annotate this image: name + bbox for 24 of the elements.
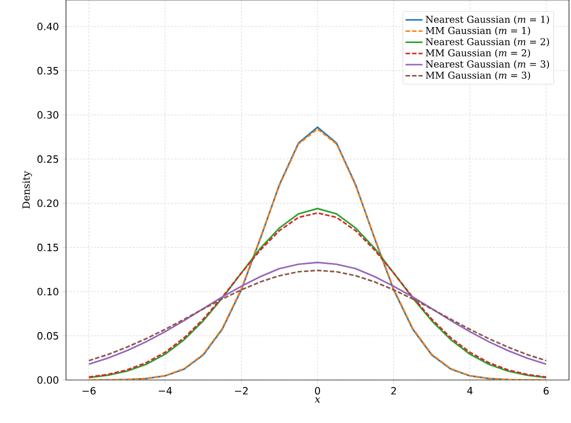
y-tick-label: 0.15 <box>37 244 58 252</box>
x-tick-label: −4 <box>158 387 172 394</box>
y-tick-label: 0.25 <box>37 155 58 163</box>
x-tick-label: 0 <box>314 387 320 395</box>
legend-label: Nearest Gaussian (m = 2) <box>426 38 549 47</box>
y-tick-label: 0.20 <box>37 199 58 208</box>
x-tick-label: 4 <box>467 387 473 394</box>
legend-label: Nearest Gaussian (m = 3) <box>426 60 549 69</box>
y-tick-label: 0.40 <box>37 22 58 30</box>
y-tick-label: 0.10 <box>37 288 58 296</box>
x-tick-label: 6 <box>544 387 549 395</box>
y-tick-label: 0.05 <box>37 332 58 340</box>
y-tick-label: 0.00 <box>37 376 58 384</box>
y-tick-label: 0.30 <box>37 111 58 119</box>
legend-label: MM Gaussian (m = 3) <box>426 71 530 80</box>
legend-label: Nearest Gaussian (m = 1) <box>426 16 549 24</box>
x-axis-title: x <box>314 397 320 403</box>
legend-label: MM Gaussian (m = 1) <box>426 26 530 36</box>
y-tick-label: 0.35 <box>37 66 58 74</box>
x-tick-label: −6 <box>82 387 96 395</box>
x-tick-label: 2 <box>391 387 396 394</box>
legend-label: MM Gaussian (m = 2) <box>426 49 530 58</box>
y-axis-title: Density <box>22 170 32 209</box>
x-tick-label: −2 <box>235 387 248 394</box>
